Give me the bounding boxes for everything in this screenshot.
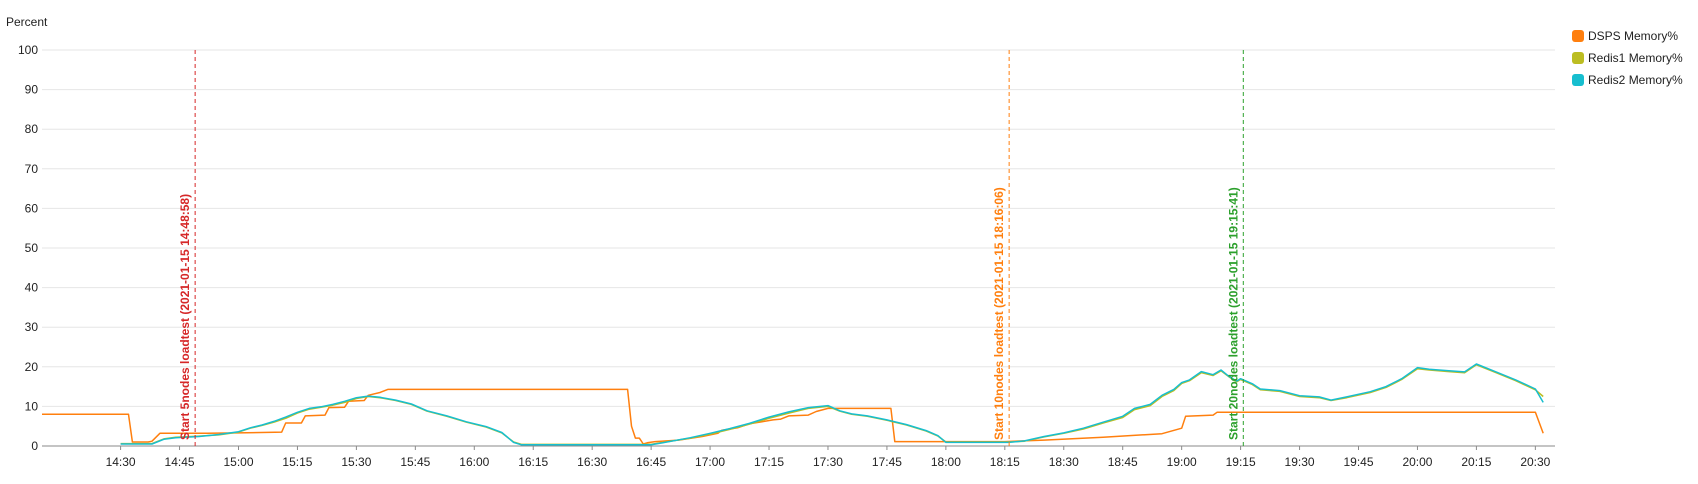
legend-item[interactable]: DSPS Memory% [1572,25,1683,47]
x-tick-label: 19:00 [1167,455,1197,469]
y-tick-label: 20 [25,360,39,374]
x-tick-label: 15:45 [400,455,430,469]
x-tick-label: 14:45 [165,455,195,469]
x-tick-label: 16:00 [459,455,489,469]
x-tick-label: 19:45 [1343,455,1373,469]
x-tick-label: 18:00 [931,455,961,469]
x-tick-label: 20:30 [1520,455,1550,469]
x-tick-label: 17:15 [754,455,784,469]
series-lines [42,363,1544,446]
annotation-markers: Start 5nodes loadtest (2021-01-15 14:48:… [178,50,1244,446]
x-tick-label: 15:15 [282,455,312,469]
y-tick-label: 100 [18,43,38,57]
legend-swatch [1572,74,1584,86]
y-tick-label: 70 [25,162,39,176]
series-line-dsps-memory[interactable] [42,388,1544,445]
y-axis-unit-label: Percent [6,15,48,29]
y-tick-label: 10 [25,399,39,413]
y-tick-label: 90 [25,83,39,97]
x-tick-label: 15:00 [223,455,253,469]
legend-item[interactable]: Redis2 Memory% [1572,69,1683,91]
x-tick-label: 18:45 [1108,455,1138,469]
annotation-label: Start 10nodes loadtest (2021-01-15 18:16… [992,187,1006,440]
annotation-label: Start 20nodes loadtest (2021-01-15 19:15… [1226,187,1240,440]
series-line-redis2-memory[interactable] [120,363,1544,446]
x-tick-label: 17:45 [872,455,902,469]
y-tick-label: 40 [25,281,39,295]
x-tick-label: 16:15 [518,455,548,469]
y-tick-label: 0 [31,439,38,453]
legend-swatch [1572,30,1584,42]
x-tick-label: 15:30 [341,455,371,469]
x-tick-label: 20:15 [1461,455,1491,469]
annotation-label: Start 5nodes loadtest (2021-01-15 14:48:… [178,194,192,440]
legend-label: Redis2 Memory% [1588,73,1683,87]
legend-label: Redis1 Memory% [1588,51,1683,65]
x-tick-label: 18:30 [1049,455,1079,469]
legend-swatch [1572,52,1584,64]
legend: DSPS Memory% Redis1 Memory% Redis2 Memory% [1572,25,1683,91]
x-tick-label: 16:30 [577,455,607,469]
legend-label: DSPS Memory% [1588,29,1679,43]
grid-lines [42,49,1555,447]
y-tick-label: 50 [25,241,39,255]
y-tick-label: 80 [25,122,39,136]
x-tick-label: 20:00 [1402,455,1432,469]
x-tick-label: 19:15 [1226,455,1256,469]
x-tick-label: 16:45 [636,455,666,469]
y-tick-label: 30 [25,320,39,334]
legend-item[interactable]: Redis1 Memory% [1572,47,1683,69]
x-tick-label: 14:30 [106,455,136,469]
x-tick-label: 17:30 [813,455,843,469]
y-tick-label: 60 [25,201,39,215]
x-tick-label: 19:30 [1285,455,1315,469]
y-axis-ticks: 0 10 20 30 40 50 60 70 80 90 100 [18,43,38,453]
x-tick-label: 18:15 [990,455,1020,469]
x-axis-ticks: 14:30 14:45 15:00 15:15 15:30 15:45 16:00 16:15… [106,446,1551,469]
x-tick-label: 17:00 [695,455,725,469]
